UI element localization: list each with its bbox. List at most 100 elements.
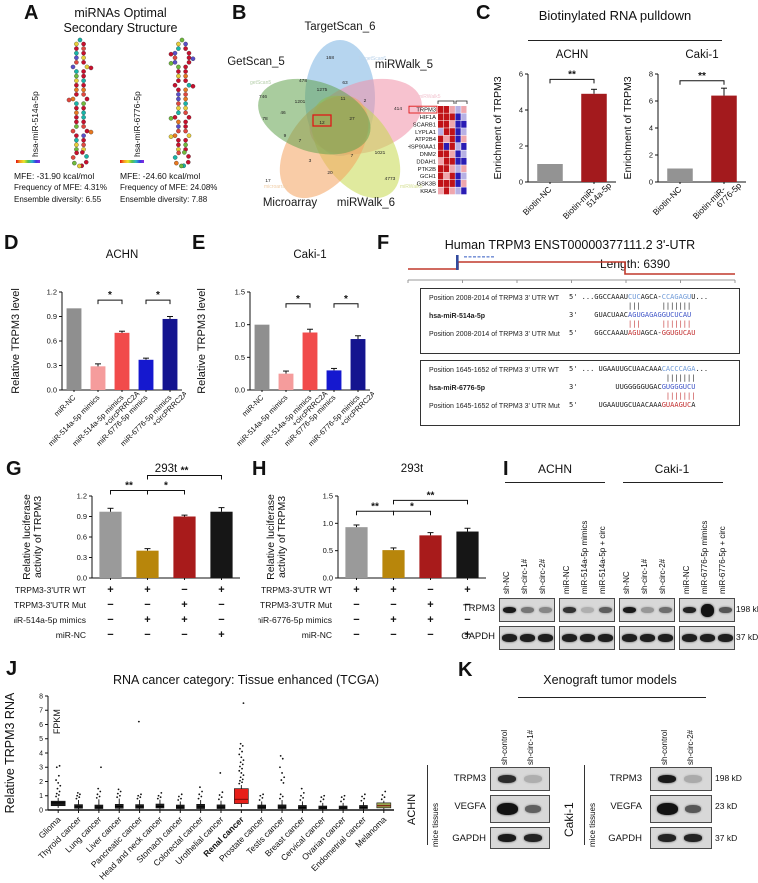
heatmap-cell xyxy=(443,150,450,158)
panel-a-title-line1: miRNAs Optimal xyxy=(74,6,167,20)
outlier-dot xyxy=(323,794,326,797)
chart-title: 293t xyxy=(155,463,178,475)
bar xyxy=(419,535,442,578)
y-axis-label: Enrichment of TRPM3 xyxy=(622,76,634,179)
bar xyxy=(278,373,294,390)
wt-sequence: 5' ... UGAAUUGCUAACAAACACCCAGA... xyxy=(569,365,709,373)
panel-i-western-blots: I ACHN Caki-1 sh-NC sh-circ-1# sh-circ-2# miR… xyxy=(455,458,758,658)
y-tick-label: 4 xyxy=(519,106,523,115)
chart-title: ACHN xyxy=(106,249,139,261)
annotation-mark xyxy=(482,256,485,258)
heatmap-cell xyxy=(449,165,455,173)
bar xyxy=(537,164,563,182)
matrix-cell: + xyxy=(427,614,433,626)
outlier-dot xyxy=(300,787,303,790)
outlier-dot xyxy=(137,720,140,723)
outlier-dot xyxy=(140,793,142,796)
panel-a-label: A xyxy=(24,2,39,24)
band-size-label: 37 kD xyxy=(736,632,758,642)
hairpin-svg xyxy=(168,37,196,169)
heatmap-cell xyxy=(455,135,461,143)
outlier-dot xyxy=(159,796,162,799)
protein-band xyxy=(562,607,576,613)
y-tick-label: 0.3 xyxy=(77,553,87,562)
outlier-dot xyxy=(302,796,305,799)
protein-band xyxy=(520,607,534,613)
luciferase-chart-6776: 0.0 0.5 1.0 1.5 ** * ** 293t Relative luciferase… xyxy=(254,460,492,661)
heatmap-cell xyxy=(455,143,461,150)
freq-2: Frequency of MFE: 24.08% xyxy=(120,183,218,192)
outlier-dot xyxy=(322,798,325,801)
lane-label: sh-circ-2# xyxy=(658,558,667,594)
utr-length-label: Length: 6390 xyxy=(600,257,671,271)
bar xyxy=(667,168,693,182)
venn-count: 3 xyxy=(309,158,312,164)
panel-k-title-rule xyxy=(518,697,706,698)
alignment-row-label: hsa-miR-6776-5p xyxy=(429,385,486,392)
lane-label: miR-NC xyxy=(682,565,691,594)
chart-c2-svg: 0 2 4 6 8 ** Caki-1 Enrichment of TRPM3 Biotin-N… xyxy=(622,49,746,221)
outlier-dot xyxy=(160,792,163,794)
outlier-dot xyxy=(241,763,244,766)
outlier-dot xyxy=(240,756,243,759)
heatmap-cell xyxy=(438,180,444,187)
outlier-dot xyxy=(239,742,242,745)
blot-box xyxy=(559,626,615,650)
heatmap-cell xyxy=(455,187,461,195)
heatmap-cell xyxy=(438,172,444,180)
venn-watermark: getScan5 xyxy=(250,80,271,86)
outlier-dot xyxy=(96,793,99,796)
heatmap-cell xyxy=(461,128,467,136)
matrix-cell: − xyxy=(218,599,224,611)
sig-bracket xyxy=(97,299,123,305)
y-tick-label: 0.6 xyxy=(47,337,57,346)
outlier-dot xyxy=(279,754,282,757)
heatmap-cell xyxy=(438,165,444,173)
sig-bracket xyxy=(549,78,595,84)
heatmap-gene-label: SCARB1 xyxy=(413,122,436,128)
outlier-dot xyxy=(218,798,220,801)
outlier-dot xyxy=(79,793,81,796)
outlier-dot xyxy=(241,744,244,747)
matrix-cell: − xyxy=(107,614,113,626)
alignment-row-label: Position 1645-1652 of TRPM3 3' UTR WT xyxy=(429,367,559,374)
venn-ellipse xyxy=(258,78,371,155)
outlier-dot xyxy=(218,794,221,796)
y-tick-label: 4 xyxy=(649,124,653,133)
lane-label: miR-NC xyxy=(562,565,571,594)
blot-box xyxy=(679,598,735,622)
sig-bracket xyxy=(285,303,311,308)
outlier-dot xyxy=(279,766,281,769)
pulldown-chart-caki1: 0 2 4 6 8 ** Caki-1 Enrichment of TRPM3 Biotin-N… xyxy=(622,44,752,231)
bar xyxy=(173,516,196,578)
outlier-dot xyxy=(283,776,286,779)
band-size-label: 23 kD xyxy=(715,801,738,811)
pairing-bars-mut: ||| ||||||| xyxy=(569,320,692,328)
mirna-514a-name: hsa-miR-514a-5p xyxy=(30,91,40,157)
heatmap-cell xyxy=(461,157,467,165)
heatmap-cell xyxy=(455,157,461,165)
y-axis-label: Relative luciferase xyxy=(21,494,33,580)
freq-1: Frequency of MFE: 4.31% xyxy=(14,183,107,192)
blot-box xyxy=(650,827,712,849)
heatmap-cell xyxy=(443,180,450,187)
y-tick-label: 6 xyxy=(519,70,523,79)
lane-label: miR-514a-5p + circ xyxy=(598,526,607,594)
blot-row-label: VEGFA xyxy=(454,801,486,812)
y-tick-label: 0 xyxy=(649,178,653,187)
bar xyxy=(711,95,737,182)
div-2: Ensemble diversity: 7.88 xyxy=(120,195,208,204)
outlier-dot xyxy=(97,787,100,790)
outlier-dot xyxy=(281,772,283,774)
blot-row-label: GAPDH xyxy=(452,833,486,844)
matrix-cell: − xyxy=(464,599,470,611)
heatmap-cell xyxy=(461,106,467,113)
venn-count: 7 xyxy=(299,138,302,144)
venn-count: 46 xyxy=(280,110,286,116)
heatmap-cell xyxy=(449,187,455,195)
mirna-514a-stats: MFE: -31.90 kcal/mol Frequency of MFE: 4… xyxy=(14,170,124,206)
y-tick-label: 0 xyxy=(519,178,523,187)
annotation-mark xyxy=(468,256,472,258)
matrix-cell: − xyxy=(390,599,396,611)
